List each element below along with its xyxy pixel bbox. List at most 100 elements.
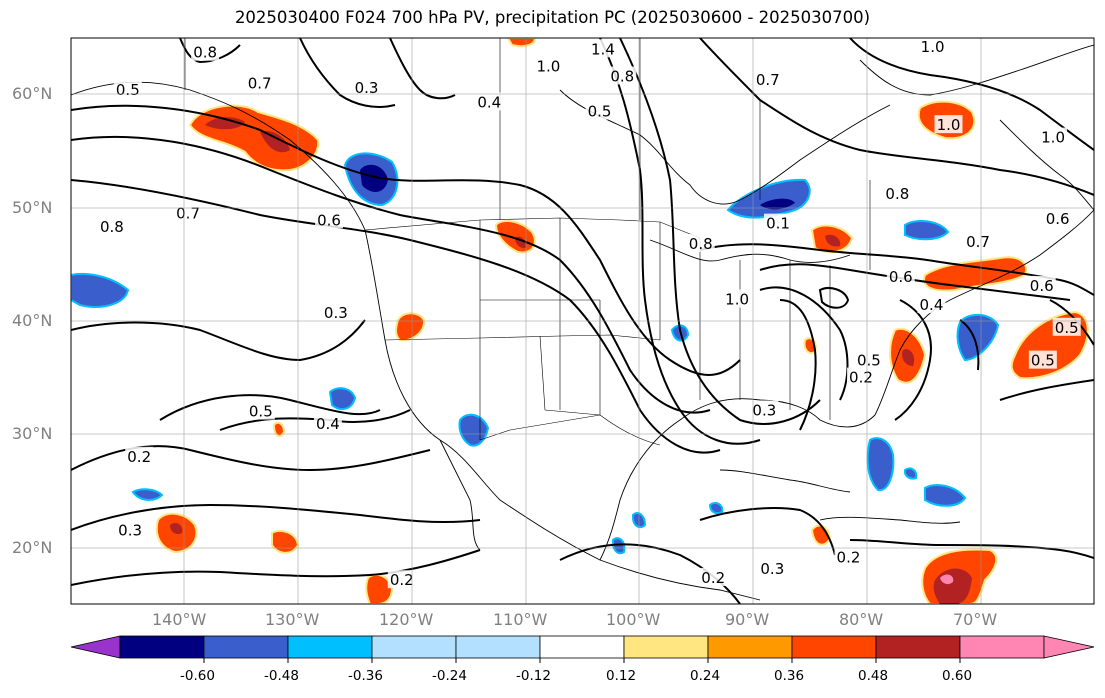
colorbar-segment bbox=[623, 635, 709, 659]
contour-label: 0.7 bbox=[248, 74, 272, 92]
contour-label-bg bbox=[917, 295, 946, 314]
contour-label: 0.8 bbox=[610, 67, 634, 85]
colorbar bbox=[70, 635, 1095, 659]
contour-label-bg bbox=[918, 37, 947, 56]
precip-blob bbox=[825, 234, 841, 247]
contour-label: 0.5 bbox=[1055, 319, 1079, 337]
contour-label-bg bbox=[723, 289, 752, 308]
precip-blob bbox=[271, 529, 300, 554]
contour-label-bg bbox=[475, 92, 504, 111]
precip-blob bbox=[760, 198, 795, 210]
contour-label-bg bbox=[886, 266, 915, 285]
precip-blob bbox=[506, 38, 537, 48]
contour-label-bg bbox=[750, 400, 779, 419]
precip-blob bbox=[726, 178, 811, 219]
colorbar-extend-high bbox=[1043, 635, 1095, 659]
colorbar-label: -0.60 bbox=[180, 668, 215, 684]
lon-label-130w: 130°W bbox=[265, 610, 320, 629]
precip-blob bbox=[458, 413, 490, 447]
lat-label-20n: 20°N bbox=[12, 538, 53, 557]
contour-label: 1.0 bbox=[937, 116, 961, 134]
contour-label: 0.3 bbox=[355, 79, 379, 97]
contour-label-bg bbox=[191, 42, 220, 61]
contour-label: 0.5 bbox=[1031, 352, 1055, 370]
precip-blob bbox=[205, 117, 245, 130]
lat-label-50n: 50°N bbox=[12, 198, 53, 217]
precip-blob bbox=[611, 537, 626, 555]
contour-label: 0.8 bbox=[885, 185, 909, 203]
contour-label: 0.4 bbox=[477, 94, 501, 112]
contour-label: 0.7 bbox=[966, 233, 990, 251]
contour-label-bg bbox=[97, 217, 126, 236]
contour-label: 1.0 bbox=[921, 38, 945, 56]
lon-label-110w: 110°W bbox=[493, 610, 548, 629]
contour-label: 0.2 bbox=[390, 571, 414, 589]
contour-label: 0.6 bbox=[889, 268, 913, 286]
colorbar-segment bbox=[707, 635, 793, 659]
contour-label: 0.2 bbox=[701, 569, 725, 587]
contour-label: 0.6 bbox=[1046, 210, 1070, 228]
colorbar-label: -0.48 bbox=[264, 668, 299, 684]
contour-label-bg bbox=[686, 234, 715, 253]
lon-label-120w: 120°W bbox=[379, 610, 434, 629]
colorbar-ticks bbox=[203, 658, 961, 663]
contour-label: 0.8 bbox=[689, 235, 713, 253]
contour-label-bg bbox=[125, 446, 154, 465]
contour-labels: 0.8 0.7 0.5 0.3 0.4 1.4 1.0 0.8 0.5 0.7 1.0 1.0 1.0 0… bbox=[97, 37, 1081, 589]
contour-label: 0.2 bbox=[837, 549, 861, 567]
precip-blob bbox=[395, 312, 426, 342]
map-frame bbox=[70, 37, 1095, 605]
colorbar-segment bbox=[455, 635, 541, 659]
colorbar-segment bbox=[119, 635, 205, 659]
contour-label: 0.4 bbox=[316, 415, 340, 433]
contour-label-bg bbox=[1028, 350, 1057, 369]
contour-label-bg bbox=[245, 73, 274, 92]
precip-blob bbox=[902, 349, 915, 366]
contour-label-bg bbox=[585, 101, 614, 120]
colorbar-segment bbox=[539, 635, 625, 659]
contour-label-bg bbox=[846, 367, 875, 386]
colorbar-segment bbox=[287, 635, 373, 659]
plot-title: 2025030400 F024 700 hPa PV, precipitatio… bbox=[234, 8, 871, 27]
precip-blob bbox=[923, 256, 1028, 292]
precip-blob bbox=[708, 502, 724, 515]
precip-blob bbox=[924, 484, 967, 507]
contour-label: 0.8 bbox=[100, 218, 124, 236]
contour-label: 0.4 bbox=[920, 296, 944, 314]
colorbar-segment bbox=[371, 635, 457, 659]
lon-label-90w: 90°W bbox=[725, 610, 770, 629]
colorbar-label: 0.48 bbox=[858, 668, 889, 684]
precip-blob bbox=[131, 488, 164, 501]
colorbar-label: 0.60 bbox=[942, 668, 973, 684]
colorbar-segment bbox=[959, 635, 1045, 659]
contour-label-bg bbox=[964, 231, 993, 250]
contour-label: 1.0 bbox=[725, 290, 749, 308]
contour-label-bg bbox=[1039, 127, 1068, 146]
contour-label: 0.3 bbox=[752, 401, 776, 419]
contour-label-bg bbox=[834, 547, 863, 566]
colorbar-label: -0.24 bbox=[432, 668, 467, 684]
lat-label-30n: 30°N bbox=[12, 424, 53, 443]
colorbar-segment bbox=[791, 635, 877, 659]
contour-label-bg bbox=[387, 570, 416, 589]
contour-label: 0.5 bbox=[249, 403, 273, 421]
contour-label-bg bbox=[883, 184, 912, 203]
contour-label: 0.2 bbox=[849, 369, 873, 387]
contour-label: 0.8 bbox=[193, 44, 217, 62]
contour-label: 0.5 bbox=[588, 103, 612, 121]
contour-label-bg bbox=[116, 520, 145, 539]
contour-label-bg bbox=[1027, 275, 1056, 294]
colorbar-label: -0.36 bbox=[348, 668, 383, 684]
precip-blob bbox=[170, 522, 183, 535]
contour-label: 0.3 bbox=[118, 521, 142, 539]
lon-label-140w: 140°W bbox=[152, 610, 207, 629]
contour-label: 1.0 bbox=[536, 57, 560, 75]
precip-blob bbox=[360, 164, 388, 192]
precip-blob bbox=[71, 272, 130, 308]
contour-label-bg bbox=[1052, 317, 1081, 336]
contour-label: 0.3 bbox=[324, 304, 348, 322]
precip-blob bbox=[940, 574, 954, 585]
contour-label-bg bbox=[315, 210, 344, 229]
contour-label-bg bbox=[1043, 209, 1072, 228]
